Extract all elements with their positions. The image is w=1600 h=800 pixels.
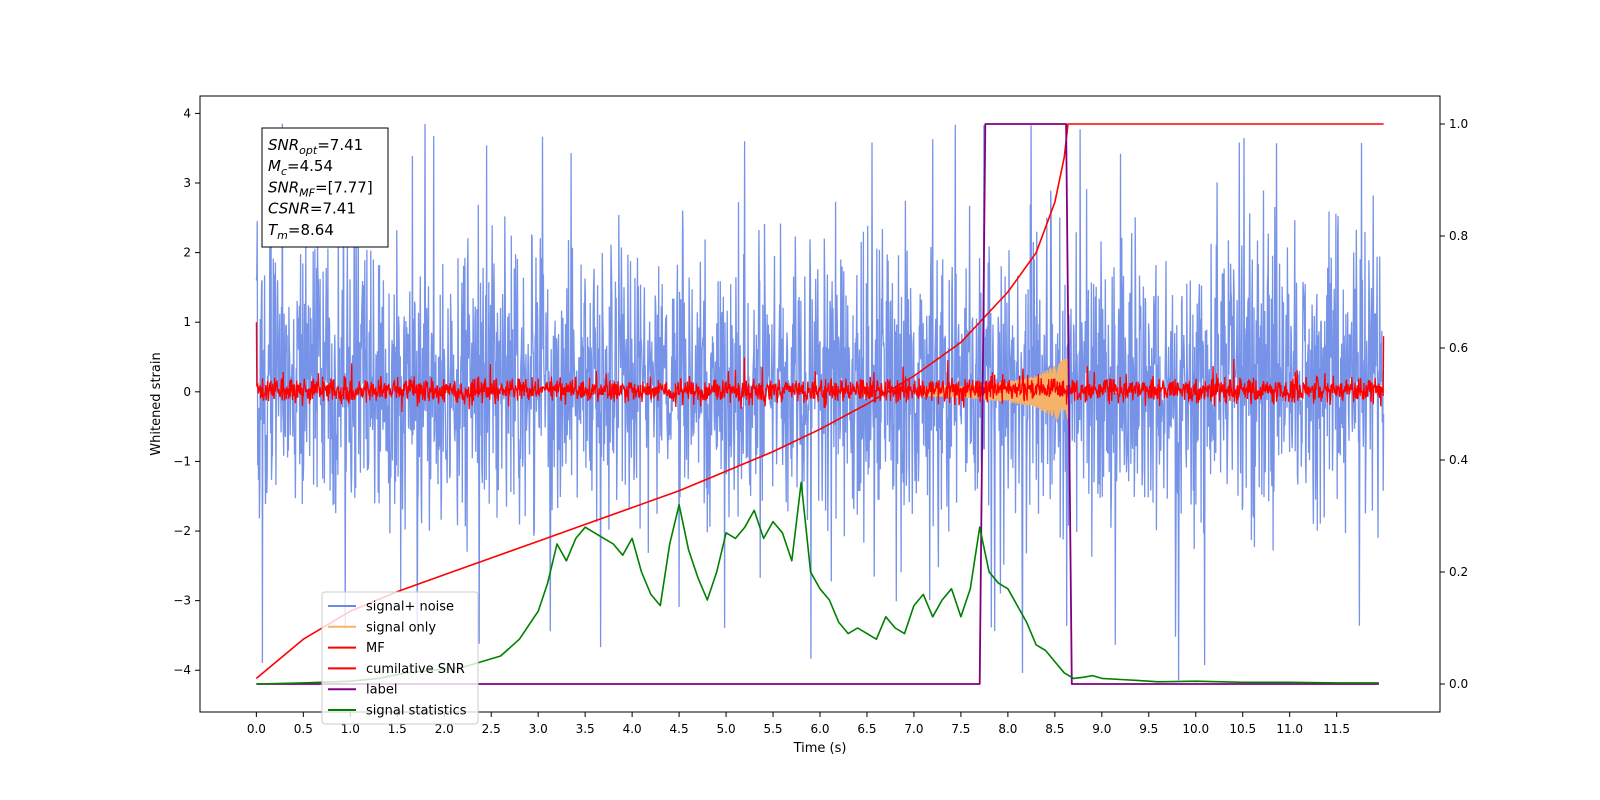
x-tick-label: 8.5	[1045, 722, 1064, 736]
x-tick-label: 4.5	[670, 722, 689, 736]
legend-frame	[321, 591, 479, 725]
x-axis-label: Time (s)	[793, 741, 847, 756]
x-tick-label: 6.0	[810, 722, 829, 736]
annotation-line: CSNR=7.41	[268, 200, 356, 218]
plot-area	[255, 123, 1385, 685]
right-y-tick-label: 0.6	[1449, 341, 1468, 355]
x-tick-label: 11.5	[1323, 722, 1350, 736]
series-signal-statistics-line	[256, 481, 1379, 685]
annotation-line: SNRMF=[7.77]	[268, 178, 373, 199]
x-tick-label: 5.0	[717, 722, 736, 736]
series-signal-noise-line	[255, 123, 1385, 681]
legend: signal+ noise signal only MF cumilative SNR…	[321, 591, 479, 725]
y-axis-label: Whitened strain	[149, 352, 164, 455]
y-tick-label: −3	[173, 594, 191, 608]
x-tick-label: 9.0	[1092, 722, 1111, 736]
x-tick-label: 3.5	[576, 722, 595, 736]
x-tick-label: 2.5	[482, 722, 501, 736]
legend-item-label: signal only	[366, 620, 436, 635]
y-axis-ticks: 4 3 2 1 0 −1 −2 −3 −4	[173, 106, 200, 677]
x-tick-label: 0.0	[247, 722, 266, 736]
y-tick-label: −4	[173, 663, 191, 677]
series-mf-line	[255, 322, 1385, 413]
x-tick-label: 1.5	[388, 722, 407, 736]
x-tick-label: 3.0	[529, 722, 548, 736]
legend-item-label: signal+ noise	[366, 600, 454, 615]
x-tick-label: 10.0	[1182, 722, 1209, 736]
x-axis-ticks: 0.0 0.5 1.0 1.5 2.0 2.5 3.0 3.5 4.0 4.5 5.0 5.5 6.0 6…	[247, 712, 1350, 736]
annotation-line: Tm=8.64	[268, 221, 334, 242]
right-y-tick-label: 0.4	[1449, 453, 1468, 467]
series-cumulative-snr-line	[255, 123, 1384, 680]
right-y-tick-label: 1.0	[1449, 117, 1468, 131]
y-tick-label: 2	[183, 246, 191, 260]
legend-item-label: label	[366, 683, 397, 698]
y-tick-label: 1	[183, 315, 191, 329]
right-y-tick-label: 0.8	[1449, 229, 1468, 243]
series-label-line	[256, 123, 1379, 685]
right-y-tick-label: 0.0	[1449, 677, 1468, 691]
x-tick-label: 4.0	[623, 722, 642, 736]
legend-item-label: signal statistics	[366, 704, 467, 719]
legend-item-label: cumilative SNR	[366, 662, 465, 677]
x-tick-label: 5.5	[763, 722, 782, 736]
right-y-axis-ticks: 1.0 0.8 0.6 0.4 0.2 0.0	[1440, 117, 1468, 691]
y-tick-label: 3	[183, 176, 191, 190]
x-tick-label: 2.0	[435, 722, 454, 736]
y-tick-label: 0	[183, 385, 191, 399]
x-tick-label: 7.5	[951, 722, 970, 736]
x-tick-label: 6.5	[857, 722, 876, 736]
legend-item-label: MF	[366, 641, 385, 656]
x-tick-label: 11.0	[1276, 722, 1303, 736]
x-tick-label: 8.0	[998, 722, 1017, 736]
y-tick-label: −1	[173, 454, 191, 468]
x-tick-label: 0.5	[294, 722, 313, 736]
x-tick-label: 7.0	[904, 722, 923, 736]
y-tick-label: −2	[173, 524, 191, 538]
right-y-tick-label: 0.2	[1449, 565, 1468, 579]
y-tick-label: 4	[183, 106, 191, 120]
annotation-line: SNRopt=7.41	[268, 136, 363, 157]
annotation-line: Mc=4.54	[268, 157, 333, 178]
annotation-box-frame	[261, 127, 389, 248]
x-tick-label: 9.5	[1139, 722, 1158, 736]
x-tick-label: 1.0	[341, 722, 360, 736]
x-tick-label: 10.5	[1229, 722, 1256, 736]
